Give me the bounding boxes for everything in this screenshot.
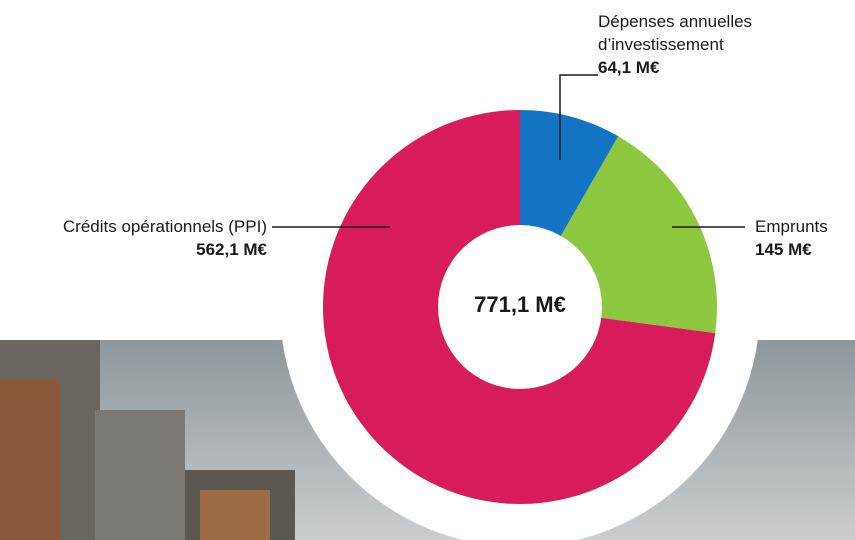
slice-label: Crédits opérationnels (PPI) 562,1 M€ xyxy=(63,215,267,261)
chart xyxy=(0,0,855,540)
slice-label: Emprunts 145 M€ xyxy=(755,215,828,261)
value-label: 562,1 M€ xyxy=(63,238,267,261)
value-label: 145 M€ xyxy=(755,238,828,261)
value-label: 64,1 M€ xyxy=(598,56,818,79)
category-label: Crédits opérationnels (PPI) xyxy=(63,217,267,236)
category-label: Emprunts xyxy=(755,217,828,236)
category-label: Dépenses annuelles d’investissement xyxy=(598,12,752,54)
center-label: 771,1 M€ xyxy=(420,292,620,318)
page: 771,1 M€ Dépenses annuelles d’investisse… xyxy=(0,0,855,540)
